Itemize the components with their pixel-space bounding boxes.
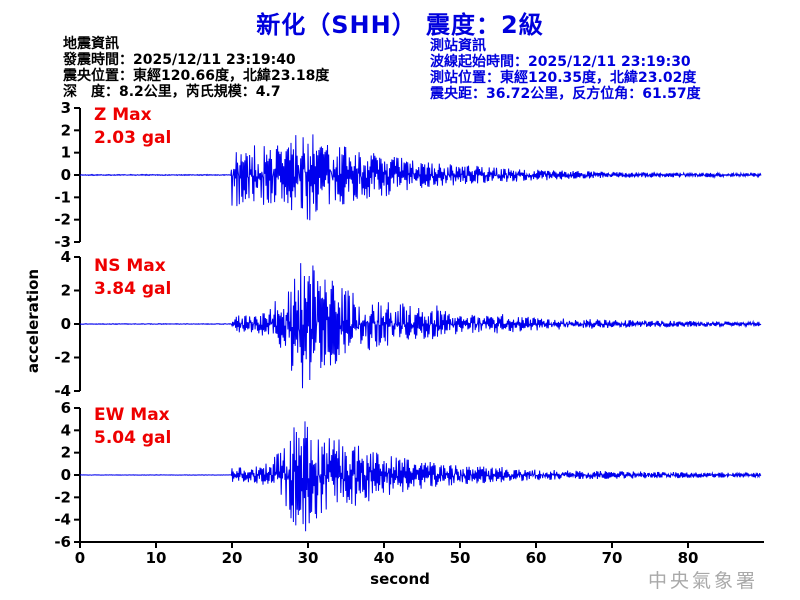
y-tick-label: 0 xyxy=(61,466,71,484)
y-tick-label: 2 xyxy=(61,444,71,462)
station-info-line-start-time: 波線起始時間：2025/12/11 23:19:30 xyxy=(430,54,691,70)
x-tick-label: 20 xyxy=(222,549,243,567)
event-info-line-depth-magnitude: 深 度：8.2公里，芮氏規模：4.7 xyxy=(63,84,281,100)
trace-max-annotation-ns: NS Max 3.84 gal xyxy=(94,255,171,301)
event-info-block: 地震資訊 發震時間：2025/12/11 23:19:40 震央位置：東經120… xyxy=(63,36,329,100)
event-info-heading: 地震資訊 xyxy=(63,36,119,52)
y-tick-label: -1 xyxy=(54,188,71,206)
y-tick-label: -6 xyxy=(54,533,71,551)
trace-max-value-z: 2.03 gal xyxy=(94,128,172,148)
x-tick-label: 30 xyxy=(298,549,319,567)
event-info-line-epicenter: 震央位置：東經120.66度，北緯23.18度 xyxy=(63,68,330,84)
waveform-trace-ns xyxy=(79,263,762,389)
x-tick-label: 10 xyxy=(146,549,167,567)
y-tick-label: -3 xyxy=(54,233,71,251)
y-tick-label: 0 xyxy=(61,166,71,184)
trace-max-value-ew: 5.04 gal xyxy=(94,428,172,448)
event-info-line-origin-time: 發震時間：2025/12/11 23:19:40 xyxy=(63,52,296,68)
y-tick-label: -2 xyxy=(54,488,71,506)
trace-max-name-z: Z Max xyxy=(94,105,152,125)
y-tick-label: 0 xyxy=(61,315,71,333)
y-tick-label: 6 xyxy=(61,399,71,417)
y-tick-label: -4 xyxy=(54,511,71,529)
waveform-trace-z xyxy=(79,134,762,221)
x-tick-label: 60 xyxy=(526,549,547,567)
x-axis-label: second xyxy=(370,570,430,588)
y-tick-label: 4 xyxy=(61,248,71,266)
station-info-line-location: 測站位置：東經120.35度，北緯23.02度 xyxy=(430,70,697,86)
station-info-block: 測站資訊 波線起始時間：2025/12/11 23:19:30 測站位置：東經1… xyxy=(430,38,701,102)
station-info-heading: 測站資訊 xyxy=(430,38,486,54)
trace-max-name-ew: EW Max xyxy=(94,405,170,425)
y-tick-label: -4 xyxy=(54,382,71,400)
y-tick-label: 2 xyxy=(61,121,71,139)
x-tick-label: 50 xyxy=(450,549,471,567)
x-tick-label: 70 xyxy=(602,549,623,567)
y-tick-label: 2 xyxy=(61,282,71,300)
y-tick-label: 3 xyxy=(61,99,71,117)
watermark-agency: 中央氣象署 xyxy=(648,570,759,592)
waveform-trace-ew xyxy=(79,421,762,532)
y-tick-label: -2 xyxy=(54,349,71,367)
station-info-line-distance-azimuth: 震央距：36.72公里，反方位角：61.57度 xyxy=(430,86,701,102)
x-tick-label: 80 xyxy=(678,549,699,567)
trace-max-name-ns: NS Max xyxy=(94,256,166,276)
y-tick-label: 4 xyxy=(61,421,71,439)
x-tick-label: 40 xyxy=(374,549,395,567)
trace-max-annotation-ew: EW Max 5.04 gal xyxy=(94,404,171,450)
trace-max-value-ns: 3.84 gal xyxy=(94,279,172,299)
y-tick-label: -2 xyxy=(54,211,71,229)
x-tick-label: 0 xyxy=(75,549,85,567)
page-title: 新化（SHH） 震度：2級 xyxy=(256,11,544,39)
y-tick-label: 1 xyxy=(61,144,71,162)
trace-max-annotation-z: Z Max 2.03 gal xyxy=(94,104,171,150)
